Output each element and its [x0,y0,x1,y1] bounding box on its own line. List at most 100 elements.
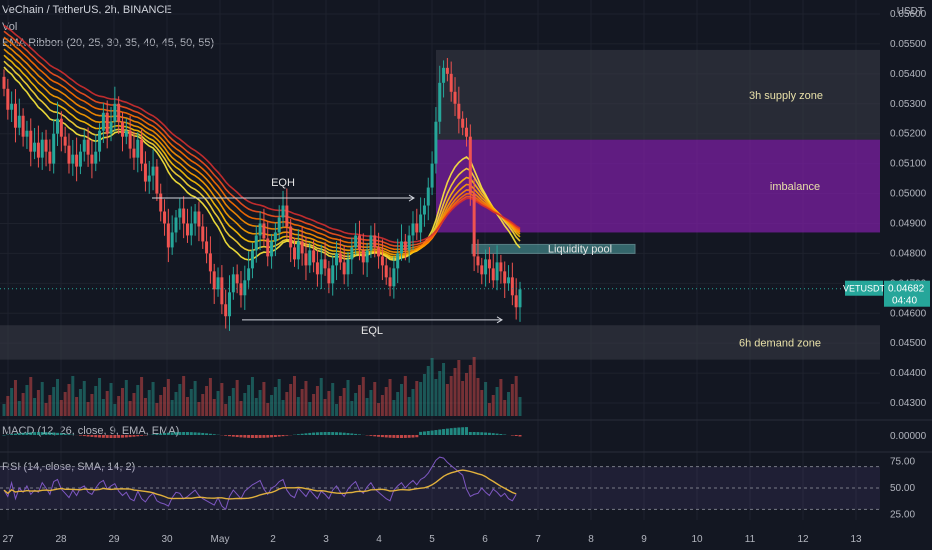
volume-bar [491,395,495,416]
candle-body [235,274,239,284]
macd-histogram-bar [296,434,300,435]
macd-histogram-bar [82,435,86,437]
time-axis: 27 28 29 30 May 2 3 4 5 6 7 8 9 10 11 12 13 [2,534,862,545]
candle-body [250,250,254,269]
macd-histogram-bar [124,435,128,438]
volume-bar [422,374,426,416]
macd-histogram-bar [495,433,499,435]
candle-body [140,139,144,164]
macd-histogram-bar [319,432,323,435]
macd-histogram-bar [484,432,488,435]
volume-bar [170,400,174,416]
volume-bar [461,381,465,416]
candle-body [507,277,511,284]
price-tick-label: 0.05500 [890,39,927,50]
candle-body [388,277,392,287]
volume-bar [151,382,155,416]
candle-body [422,205,426,215]
ema-ribbon-indicator-label[interactable]: EMA Ribbon (20, 25, 30, 35, 40, 45, 50, … [2,37,215,49]
macd-histogram-bar [350,433,354,435]
volume-bar [71,376,75,416]
candle-body [189,223,193,236]
volume-bar [453,368,457,416]
zones-layer [0,49,880,360]
macd-histogram-bar [178,432,182,435]
volume-bar [231,388,235,416]
volume-bar [75,397,79,416]
volume-bar [464,373,468,416]
volume-bar [346,380,350,416]
candle-body [369,235,373,251]
macd-histogram-bar [13,433,17,435]
volume-bar [90,394,94,416]
time-tick-label: 4 [376,534,382,545]
candle-body [472,193,476,257]
candle-body [434,121,438,164]
macd-histogram-bar [266,435,270,438]
volume-bar [377,403,381,416]
volume-bar [52,387,56,416]
macd-histogram-bar [510,435,514,436]
macd-histogram-bar [422,431,426,435]
volume-bar [197,402,201,416]
volume-bar [327,391,331,416]
candle-body [185,223,189,236]
last-price-tag [884,280,930,307]
supply-zone-box[interactable] [436,49,880,140]
time-tick-label: 2 [270,534,276,545]
macd-histogram-bar [499,434,503,435]
rsi-tick-label: 25.00 [890,510,915,521]
macd-histogram-bar [380,435,384,438]
liquidity-pool-box[interactable] [471,243,636,254]
volume-bar [250,377,254,416]
eqh-arrow [408,194,415,202]
price-tick-label: 0.05600 [890,9,927,20]
macd-histogram-bar [369,435,373,436]
macd-histogram-bar [400,435,404,438]
volume-bar [56,379,60,416]
volume-bar [254,398,258,416]
volume-bar [503,400,507,416]
time-tick-label: 12 [797,534,809,545]
macd-histogram-bar [185,432,189,435]
macd-histogram-bar [331,432,335,435]
macd-histogram-bar [113,435,117,438]
candle-body [44,139,48,152]
volume-indicator-label[interactable]: Vol [2,21,18,33]
macd-histogram-bar [40,432,44,435]
macd-histogram-bar [514,435,518,437]
macd-histogram-bar [392,435,396,438]
volume-bar [82,381,86,416]
candle-body [163,211,167,224]
volume-bar [357,385,361,416]
price-tick-label: 0.05400 [890,69,927,80]
candle-body [377,247,381,257]
macd-histogram-bar [29,432,33,435]
volume-bar [228,396,232,416]
price-tick-label: 0.05100 [890,159,927,170]
last-price-value: 0.04682 [888,284,925,295]
macd-histogram-bar [304,433,308,435]
rsi-tick-label: 50.00 [890,483,915,494]
demand-zone-box[interactable] [0,325,880,360]
macd-histogram-bar [193,432,197,435]
candle-body [292,247,296,260]
macd-histogram-bar [59,433,63,435]
macd-histogram-bar [308,432,312,435]
volume-bar [262,382,266,416]
imbalance-box[interactable] [436,139,880,233]
candle-body [86,139,90,155]
macd-histogram-bar [270,435,274,438]
macd-histogram-bar [312,432,316,435]
candle-body [327,268,331,284]
time-tick-label: 11 [745,534,756,545]
volume-bar [48,395,52,416]
volume-bar [94,386,98,416]
macd-histogram-bar [407,435,411,438]
candle-body [266,238,270,257]
macd-histogram-bar [231,435,235,437]
candle-body [464,127,468,137]
macd-histogram-bar [468,432,472,435]
macd-histogram-bar [63,433,67,435]
